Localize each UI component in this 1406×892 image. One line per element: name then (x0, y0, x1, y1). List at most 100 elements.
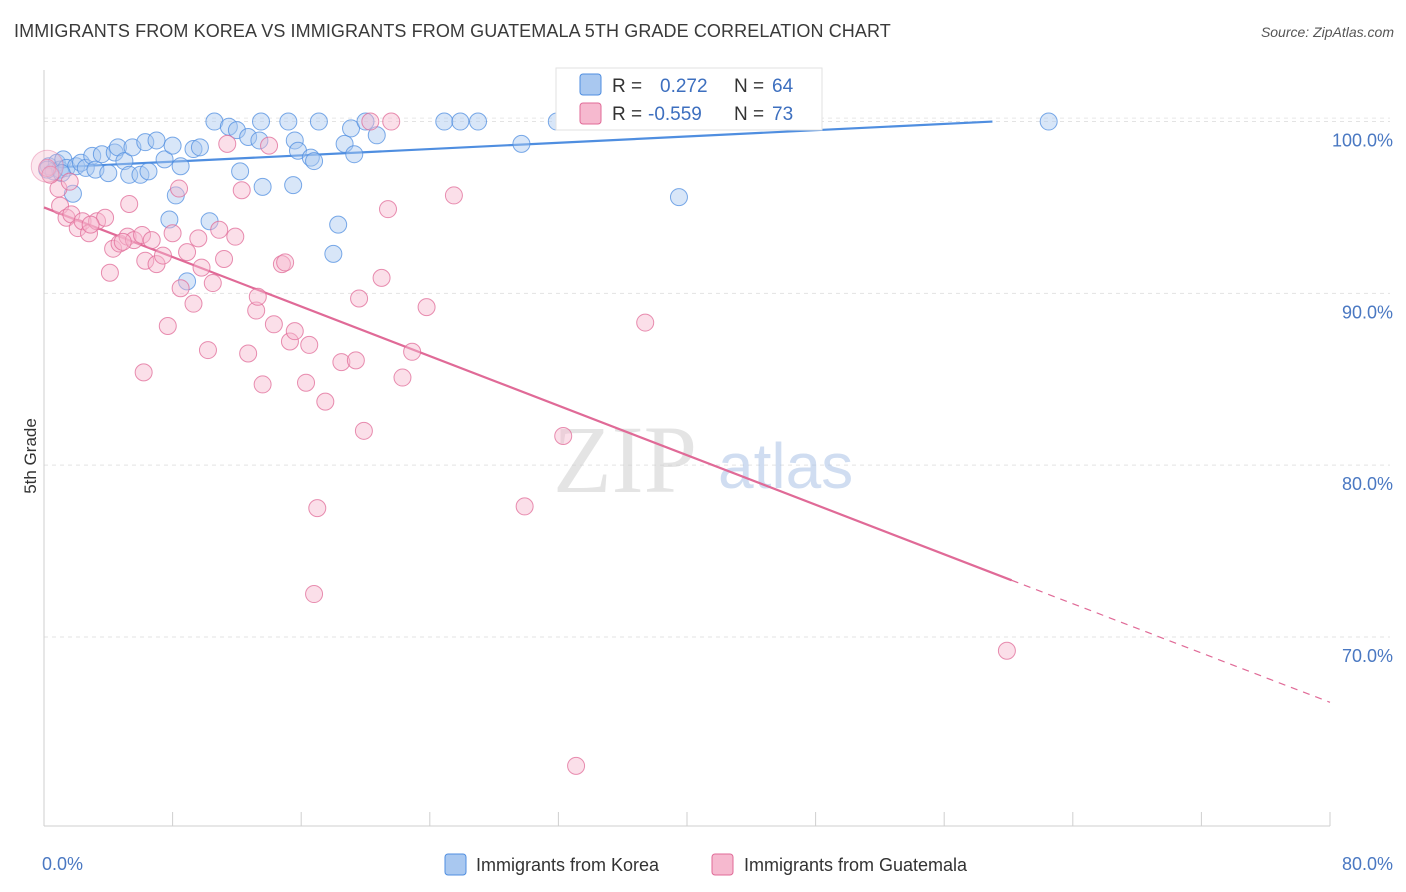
y-tick-label: 80.0% (1342, 474, 1393, 494)
guatemala-n-value: 73 (772, 104, 793, 125)
guatemala-point (218, 134, 237, 153)
legend-swatch-korea (444, 853, 467, 876)
guatemala-point (170, 179, 189, 198)
y-tick-label: 90.0% (1342, 302, 1393, 322)
korea-point (512, 134, 531, 153)
guatemala-point (636, 313, 655, 332)
guatemala-point (300, 335, 319, 354)
korea-r-label: R = (612, 76, 642, 97)
axes (43, 70, 1331, 827)
guatemala-point (280, 332, 299, 351)
guatemala-point (163, 224, 182, 243)
korea-point (178, 272, 197, 291)
korea-point (139, 162, 158, 181)
korea-point (285, 131, 304, 150)
guatemala-trend-line (43, 206, 1013, 582)
guatemala-point (133, 225, 152, 244)
trend-lines (43, 120, 1331, 703)
y-tick-labels: 100.0% 90.0% 80.0% 70.0% (1332, 131, 1393, 666)
guatemala-point (81, 215, 100, 234)
guatemala-point (100, 263, 119, 282)
guatemala-point (346, 351, 365, 370)
guatemala-point (232, 181, 251, 200)
guatemala-point (997, 641, 1016, 660)
guatemala-point (198, 341, 217, 360)
korea-point (1039, 112, 1058, 131)
guatemala-point (393, 368, 412, 387)
legend-swatch-guatemala (711, 853, 734, 876)
guatemala-point (316, 392, 335, 411)
guatemala-point (372, 268, 391, 287)
korea-point (250, 131, 269, 150)
korea-point (227, 121, 246, 140)
guatemala-point (60, 172, 79, 191)
guatemala-point (403, 342, 422, 361)
korea-point (435, 112, 454, 131)
korea-point (136, 133, 155, 152)
legend: Immigrants from Korea Immigrants from Gu… (444, 853, 968, 876)
korea-point (309, 112, 328, 131)
guatemala-point (285, 322, 304, 341)
korea-point (115, 152, 134, 171)
watermark-atlas: atlas (718, 430, 853, 502)
guatemala-point (379, 200, 398, 219)
korea-r-value: 0.272 (660, 76, 708, 97)
guatemala-point (297, 373, 316, 392)
guatemala-point (192, 258, 211, 277)
guatemala-point (253, 375, 272, 394)
guatemala-r-label: R = (612, 104, 642, 125)
korea-point (329, 215, 348, 234)
x-tick-label: 80.0% (1342, 854, 1393, 874)
korea-point (231, 162, 250, 181)
korea-point (184, 140, 203, 159)
korea-point (469, 112, 488, 131)
korea-point (253, 177, 272, 196)
guatemala-point (382, 112, 401, 131)
guatemala-point (239, 344, 258, 363)
korea-point (305, 152, 324, 171)
guatemala-point (189, 229, 208, 248)
korea-point (147, 131, 166, 150)
korea-point (284, 176, 303, 195)
guatemala-point (248, 287, 267, 306)
watermark-zip: ZIP (553, 406, 697, 513)
guatemala-point (350, 289, 369, 308)
guatemala-stat-swatch (579, 102, 602, 125)
legend-label-korea: Immigrants from Korea (476, 855, 660, 875)
guatemala-point (134, 363, 153, 382)
guatemala-point (515, 497, 534, 516)
guatemala-point (332, 353, 351, 372)
korea-n-value: 64 (772, 76, 794, 97)
guatemala-point (444, 186, 463, 205)
guatemala-point (30, 149, 64, 183)
guatemala-point (361, 112, 380, 131)
korea-point (451, 112, 470, 131)
guatemala-point (264, 315, 283, 334)
korea-point (669, 188, 688, 207)
legend-label-guatemala: Immigrants from Guatemala (744, 855, 968, 875)
korea-point (155, 150, 174, 169)
korea-point (71, 153, 90, 172)
guatemala-point (210, 220, 229, 239)
korea-point (205, 112, 224, 131)
korea-point (239, 128, 258, 147)
korea-n-label: N = (734, 76, 764, 97)
guatemala-point (305, 585, 324, 604)
y-tick-label: 70.0% (1342, 646, 1393, 666)
guatemala-point (142, 231, 161, 250)
guatemala-point (120, 195, 139, 214)
korea-point (63, 184, 82, 203)
korea-point (301, 148, 320, 167)
guatemala-r-value: -0.559 (648, 104, 702, 125)
guatemala-point (184, 294, 203, 313)
guatemala-point (308, 499, 327, 518)
guatemala-point (247, 301, 266, 320)
korea-point (160, 210, 179, 229)
guatemala-point (153, 246, 172, 265)
korea-trend-line (43, 120, 993, 170)
y-axis-label: 5th Grade (21, 418, 40, 494)
korea-point (190, 138, 209, 157)
korea-point (163, 136, 182, 155)
korea-point (342, 119, 361, 138)
